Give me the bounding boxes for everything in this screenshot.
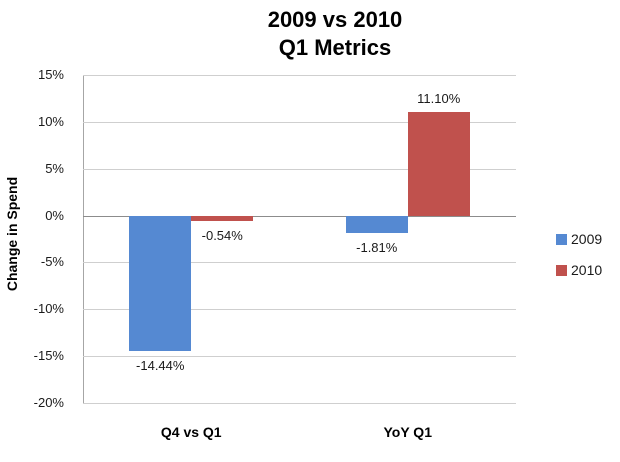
legend-item-2010: 2010 <box>556 262 602 278</box>
gridline <box>83 262 516 264</box>
chart-title: 2009 vs 2010 Q1 Metrics <box>268 6 403 62</box>
x-category-label-q4-vs-q1: Q4 vs Q1 <box>160 424 222 440</box>
bar-2009-yoy-q1 <box>345 215 408 233</box>
legend-label: 2009 <box>571 231 603 247</box>
y-tick-label: 15% <box>37 67 64 82</box>
value-label-2009-yoy-q1: -1.81% <box>356 239 398 255</box>
bar-2009-q4-vs-q1 <box>129 215 192 351</box>
legend-label: 2010 <box>571 262 603 278</box>
y-tick-label: -10% <box>33 301 64 317</box>
chart-title-line-2: Q1 Metrics <box>278 35 392 60</box>
zero-axis-line <box>83 215 516 217</box>
y-tick-label: -15% <box>33 348 64 364</box>
y-tick-label: -20% <box>33 395 64 410</box>
y-axis-title: Change in Spend <box>4 176 20 292</box>
y-tick-label: 10% <box>37 113 64 129</box>
y-axis-line <box>83 75 84 403</box>
chart-title-line-1: 2009 vs 2010 <box>267 7 403 32</box>
legend-item-2009: 2009 <box>556 231 602 247</box>
y-tick-label: 0% <box>45 207 64 223</box>
gridline <box>83 309 516 311</box>
legend-swatch-icon <box>556 233 567 245</box>
bar-2010-q4-vs-q1 <box>191 215 254 221</box>
gridline <box>83 168 516 170</box>
legend-swatch-icon <box>556 264 567 276</box>
gridline <box>83 75 516 76</box>
y-tick-label: 5% <box>45 160 64 176</box>
value-label-2010-q4-vs-q1: -0.54% <box>201 227 243 243</box>
plot-area <box>83 75 516 404</box>
value-label-2010-yoy-q1: 11.10% <box>417 90 461 106</box>
x-category-label-yoy-q1: YoY Q1 <box>383 424 432 440</box>
gridline <box>83 121 516 123</box>
bar-2010-yoy-q1 <box>407 111 470 216</box>
gridline <box>83 403 516 404</box>
value-label-2009-q4-vs-q1: -14.44% <box>136 357 185 373</box>
y-tick-label: -5% <box>40 254 64 270</box>
gridline <box>83 356 516 358</box>
